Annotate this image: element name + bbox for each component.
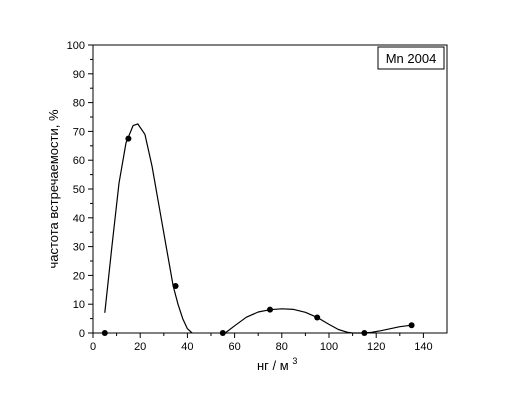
x-axis-title-superscript: 3 [292, 356, 297, 366]
y-tick-label: 0 [79, 328, 85, 340]
fit-curve-segment [224, 308, 412, 334]
axis-ticks: 0 20 40 60 80 100 120 140 0 10 20 30 40 50 60 70 80 90 100 [67, 40, 433, 353]
y-tick-label: 80 [73, 98, 85, 110]
plot-frame [92, 44, 448, 334]
y-tick-label: 100 [67, 40, 85, 52]
data-point [101, 330, 108, 336]
x-axis-title-main: нг / м [257, 358, 289, 373]
data-point [361, 330, 368, 336]
data-point [172, 283, 179, 290]
y-axis-title: частота встречаемости, % [46, 109, 61, 268]
data-point [314, 314, 321, 321]
y-tick-label: 10 [73, 299, 85, 311]
data-point [219, 330, 226, 336]
x-tick-label: 20 [134, 341, 146, 353]
y-tick-label: 40 [73, 213, 85, 225]
y-tick-label: 90 [73, 69, 85, 81]
y-tick-label: 50 [73, 184, 85, 196]
x-tick-label: 140 [414, 341, 432, 353]
x-tick-label: 40 [181, 341, 193, 353]
fit-curve-segment [104, 123, 193, 334]
x-tick-label: 100 [320, 341, 338, 353]
y-tick-label: 30 [73, 242, 85, 254]
data-points [101, 135, 415, 336]
data-point [408, 322, 415, 329]
y-tick-label: 70 [73, 126, 85, 138]
y-tick-label: 60 [73, 155, 85, 167]
fit-curves [104, 123, 412, 334]
y-tick-label: 20 [73, 270, 85, 282]
x-tick-label: 120 [367, 341, 385, 353]
x-tick-label: 0 [90, 341, 96, 353]
data-point [267, 306, 273, 313]
x-tick-label: 60 [228, 341, 240, 353]
legend-label: Mn 2004 [386, 51, 437, 66]
data-point [125, 135, 132, 142]
x-tick-label: 80 [276, 341, 288, 353]
legend-box: Mn 2004 [377, 46, 445, 70]
x-axis-title: нг / м 3 [257, 356, 297, 373]
legend-frame [377, 46, 445, 70]
